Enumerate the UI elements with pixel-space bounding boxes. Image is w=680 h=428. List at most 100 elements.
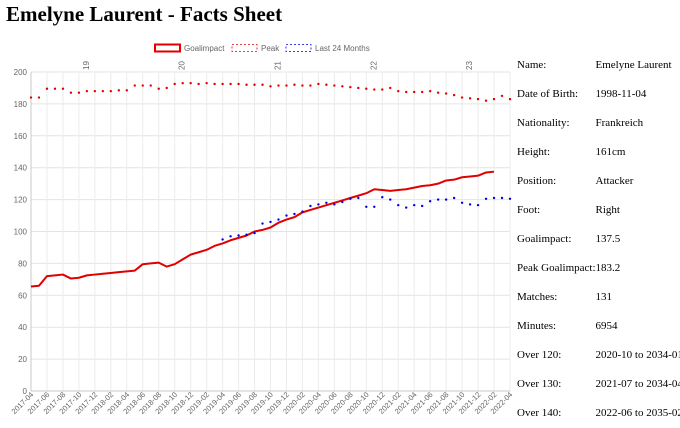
data-point — [197, 82, 200, 86]
fact-label: Foot: — [517, 203, 541, 216]
data-point — [285, 84, 288, 87]
data-point — [341, 200, 344, 204]
data-point — [428, 89, 432, 93]
legend-item[interactable]: Goalimpact — [154, 43, 225, 53]
data-point — [221, 238, 224, 241]
legend-item[interactable]: Last 24 Months — [285, 44, 370, 53]
legend-label: Peak — [261, 44, 280, 53]
legend-swatch — [154, 43, 181, 53]
series-goalimpact — [30, 170, 495, 288]
fact-value: 183.2 — [595, 261, 621, 274]
data-point — [484, 197, 488, 200]
y-tick-label: 120 — [14, 196, 28, 205]
data-point — [277, 84, 280, 87]
data-point — [293, 212, 296, 216]
data-point — [500, 196, 504, 200]
x-axis: 2017-042017-062017-082017-102017-122018-… — [10, 390, 512, 416]
fact-row: Name: Emelyne Laurent — [517, 50, 680, 79]
data-point — [492, 97, 496, 101]
data-point — [333, 84, 336, 87]
data-point — [484, 99, 488, 102]
fact-label: Position: — [517, 174, 557, 187]
fact-value: Frankreich — [595, 116, 644, 129]
data-point — [85, 89, 89, 93]
data-point — [460, 201, 464, 204]
fact-row: Foot: Right — [517, 195, 680, 224]
data-point — [165, 86, 168, 90]
fact-value: Attacker — [595, 174, 634, 187]
data-point — [428, 200, 432, 203]
data-point — [413, 90, 416, 94]
y-tick-label: 160 — [14, 132, 28, 141]
data-point — [237, 234, 240, 237]
top-axis-label: 23 — [465, 61, 474, 70]
legend-label: Last 24 Months — [315, 44, 370, 53]
chart-grid — [30, 71, 511, 392]
fact-row: Date of Birth: 1998-11-04 — [517, 79, 680, 108]
data-point — [53, 87, 57, 90]
fact-row: Nationality: Frankreich — [517, 108, 680, 137]
data-point — [317, 203, 320, 206]
data-point — [468, 203, 472, 206]
data-point — [261, 222, 264, 225]
y-tick-label: 100 — [14, 228, 28, 237]
data-point — [253, 231, 256, 235]
data-point — [141, 84, 144, 87]
data-point — [45, 87, 49, 90]
data-point — [269, 85, 272, 88]
data-point — [309, 84, 312, 87]
data-point — [444, 92, 448, 95]
fact-value: 6954 — [595, 319, 618, 332]
data-point — [77, 91, 81, 94]
data-point — [101, 89, 105, 93]
data-point — [221, 82, 224, 86]
page-title: Emelyne Laurent - Facts Sheet — [6, 2, 283, 26]
fact-value: 137.5 — [595, 232, 621, 245]
data-point — [325, 201, 328, 204]
data-point — [405, 206, 408, 209]
fact-row: Peak Goalimpact: 183.2 — [517, 253, 680, 282]
data-point — [309, 204, 312, 208]
data-point — [468, 97, 472, 100]
data-point — [389, 198, 392, 201]
data-point — [333, 203, 336, 206]
data-point — [492, 196, 496, 200]
legend-swatch — [285, 44, 312, 52]
y-tick-label: 40 — [18, 323, 27, 332]
data-point — [205, 81, 208, 85]
data-point — [508, 197, 512, 200]
data-point — [61, 87, 65, 90]
chart-legend[interactable]: Goalimpact Peak Last 24 Months — [154, 43, 370, 53]
y-tick-label: 180 — [14, 100, 28, 109]
data-point — [357, 86, 360, 90]
series-peak — [29, 81, 512, 102]
legend-item[interactable]: Peak — [231, 44, 280, 53]
data-point — [476, 203, 480, 207]
data-point — [285, 214, 288, 217]
fact-value: 131 — [595, 290, 613, 303]
facts-table: Name: Emelyne Laurent Date of Birth: 1998-1… — [517, 50, 680, 427]
data-point — [381, 196, 384, 199]
data-point — [301, 210, 304, 213]
data-point — [213, 82, 216, 86]
y-axis: 0 20 40 60 80 100 120 140 160 180 200 — [14, 68, 28, 396]
data-point — [397, 89, 400, 93]
fact-row: Minutes: 6954 — [517, 311, 680, 340]
data-point — [365, 205, 368, 208]
data-point — [293, 83, 296, 86]
data-point — [500, 94, 504, 98]
top-axis-label: 22 — [369, 61, 378, 70]
data-point — [173, 82, 176, 86]
data-point — [460, 96, 464, 99]
fact-row: Over 130: 2021-07 to 2034-04 — [517, 369, 680, 398]
y-tick-label: 200 — [14, 68, 28, 77]
data-point — [37, 96, 41, 99]
fact-row: Over 120: 2020-10 to 2034-01 — [517, 340, 680, 369]
data-point — [365, 87, 368, 90]
data-point — [452, 196, 456, 200]
data-point — [476, 97, 480, 101]
data-point — [444, 198, 448, 201]
series-line — [30, 170, 495, 288]
fact-label: Date of Birth: — [517, 87, 579, 100]
data-point — [229, 235, 232, 238]
